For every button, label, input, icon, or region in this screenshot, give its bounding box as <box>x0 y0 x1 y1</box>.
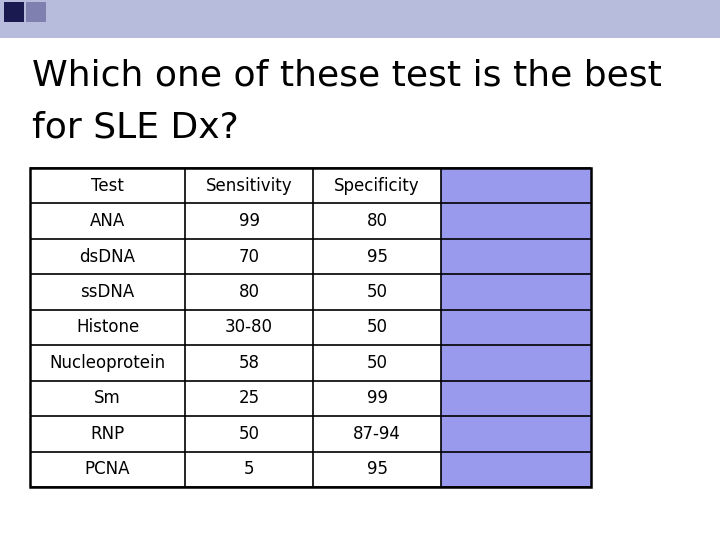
Text: 80: 80 <box>366 212 387 230</box>
Text: for SLE Dx?: for SLE Dx? <box>32 110 239 144</box>
Text: dsDNA: dsDNA <box>79 248 135 266</box>
Text: 95: 95 <box>366 248 387 266</box>
Text: 50: 50 <box>366 354 387 372</box>
Text: 5: 5 <box>244 460 254 478</box>
Text: ssDNA: ssDNA <box>81 283 135 301</box>
Text: Test: Test <box>91 177 124 195</box>
Text: Nucleoprotein: Nucleoprotein <box>50 354 166 372</box>
Text: 99: 99 <box>366 389 387 407</box>
Text: Sensitivity: Sensitivity <box>206 177 292 195</box>
Text: 50: 50 <box>366 283 387 301</box>
Bar <box>441 168 591 487</box>
Bar <box>0 0 720 38</box>
Text: 25: 25 <box>238 389 260 407</box>
Text: 30-80: 30-80 <box>225 319 273 336</box>
Text: RNP: RNP <box>91 425 125 443</box>
Text: 99: 99 <box>238 212 259 230</box>
Text: 80: 80 <box>238 283 259 301</box>
Bar <box>26 2 46 22</box>
Text: ANA: ANA <box>90 212 125 230</box>
Text: PCNA: PCNA <box>85 460 130 478</box>
Bar <box>4 2 24 22</box>
Text: 70: 70 <box>238 248 259 266</box>
Bar <box>30 168 591 487</box>
Text: 87-94: 87-94 <box>353 425 401 443</box>
Text: Specificity: Specificity <box>334 177 420 195</box>
Text: Sm: Sm <box>94 389 121 407</box>
Text: 95: 95 <box>366 460 387 478</box>
Text: 50: 50 <box>366 319 387 336</box>
Text: Histone: Histone <box>76 319 139 336</box>
Text: Which one of these test is the best: Which one of these test is the best <box>32 58 662 92</box>
Text: 58: 58 <box>238 354 259 372</box>
Text: 50: 50 <box>238 425 259 443</box>
